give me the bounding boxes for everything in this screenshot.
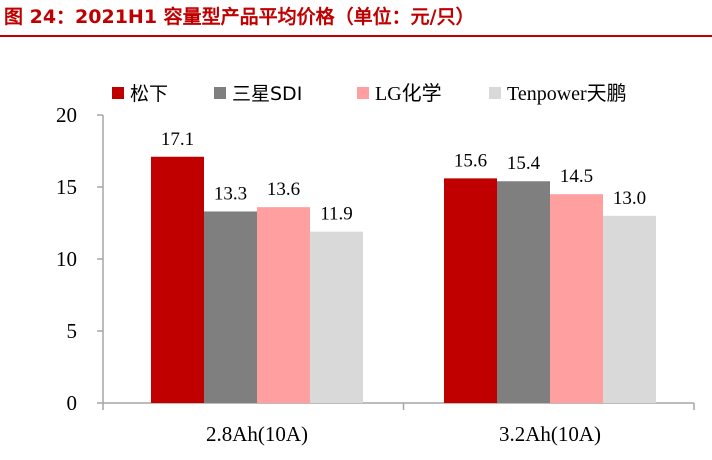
legend-label: Tenpower天鹏 (507, 82, 627, 105)
bar (257, 207, 310, 403)
data-label: 15.6 (454, 150, 487, 171)
y-tick-label: 20 (56, 103, 77, 127)
legend-swatch (489, 87, 501, 99)
figure-title: 图 24：2021H1 容量型产品平均价格（单位：元/只） (4, 6, 475, 28)
data-label: 13.0 (613, 188, 646, 209)
y-tick-label: 15 (56, 175, 77, 199)
legend-label: 松下 (130, 83, 168, 105)
data-label-group: 17.1 13.3 13.6 11.9 15.6 15.4 14.5 13.0 (161, 129, 646, 225)
legend-swatch (214, 87, 226, 99)
x-axis: 2.8Ah(10A) 3.2Ah(10A) (102, 402, 695, 446)
bar (444, 178, 497, 403)
legend: 松下 三星SDI LG化学 Tenpower天鹏 (112, 82, 627, 105)
data-label: 17.1 (161, 129, 194, 150)
title-divider (0, 35, 712, 37)
y-axis: 0 5 10 15 20 (56, 103, 104, 415)
data-label: 15.4 (507, 153, 541, 174)
legend-label: LG化学 (375, 82, 442, 105)
data-label: 11.9 (320, 204, 353, 225)
data-label: 13.3 (214, 183, 247, 204)
legend-swatch (357, 87, 369, 99)
y-tick-label: 5 (67, 319, 78, 343)
bar (550, 194, 603, 403)
x-tick-label: 2.8Ah(10A) (206, 422, 308, 446)
data-label: 14.5 (560, 166, 593, 187)
bar (497, 181, 550, 403)
bar (151, 156, 204, 403)
bar (204, 211, 257, 403)
legend-label: 三星SDI (232, 83, 302, 105)
bar (310, 231, 363, 403)
y-tick-label: 0 (67, 391, 78, 415)
bar-group (151, 156, 656, 403)
y-tick-label: 10 (56, 247, 77, 271)
data-label: 13.6 (267, 179, 300, 200)
bar (603, 215, 656, 403)
legend-swatch (112, 87, 124, 99)
x-tick-label: 3.2Ah(10A) (499, 422, 601, 446)
